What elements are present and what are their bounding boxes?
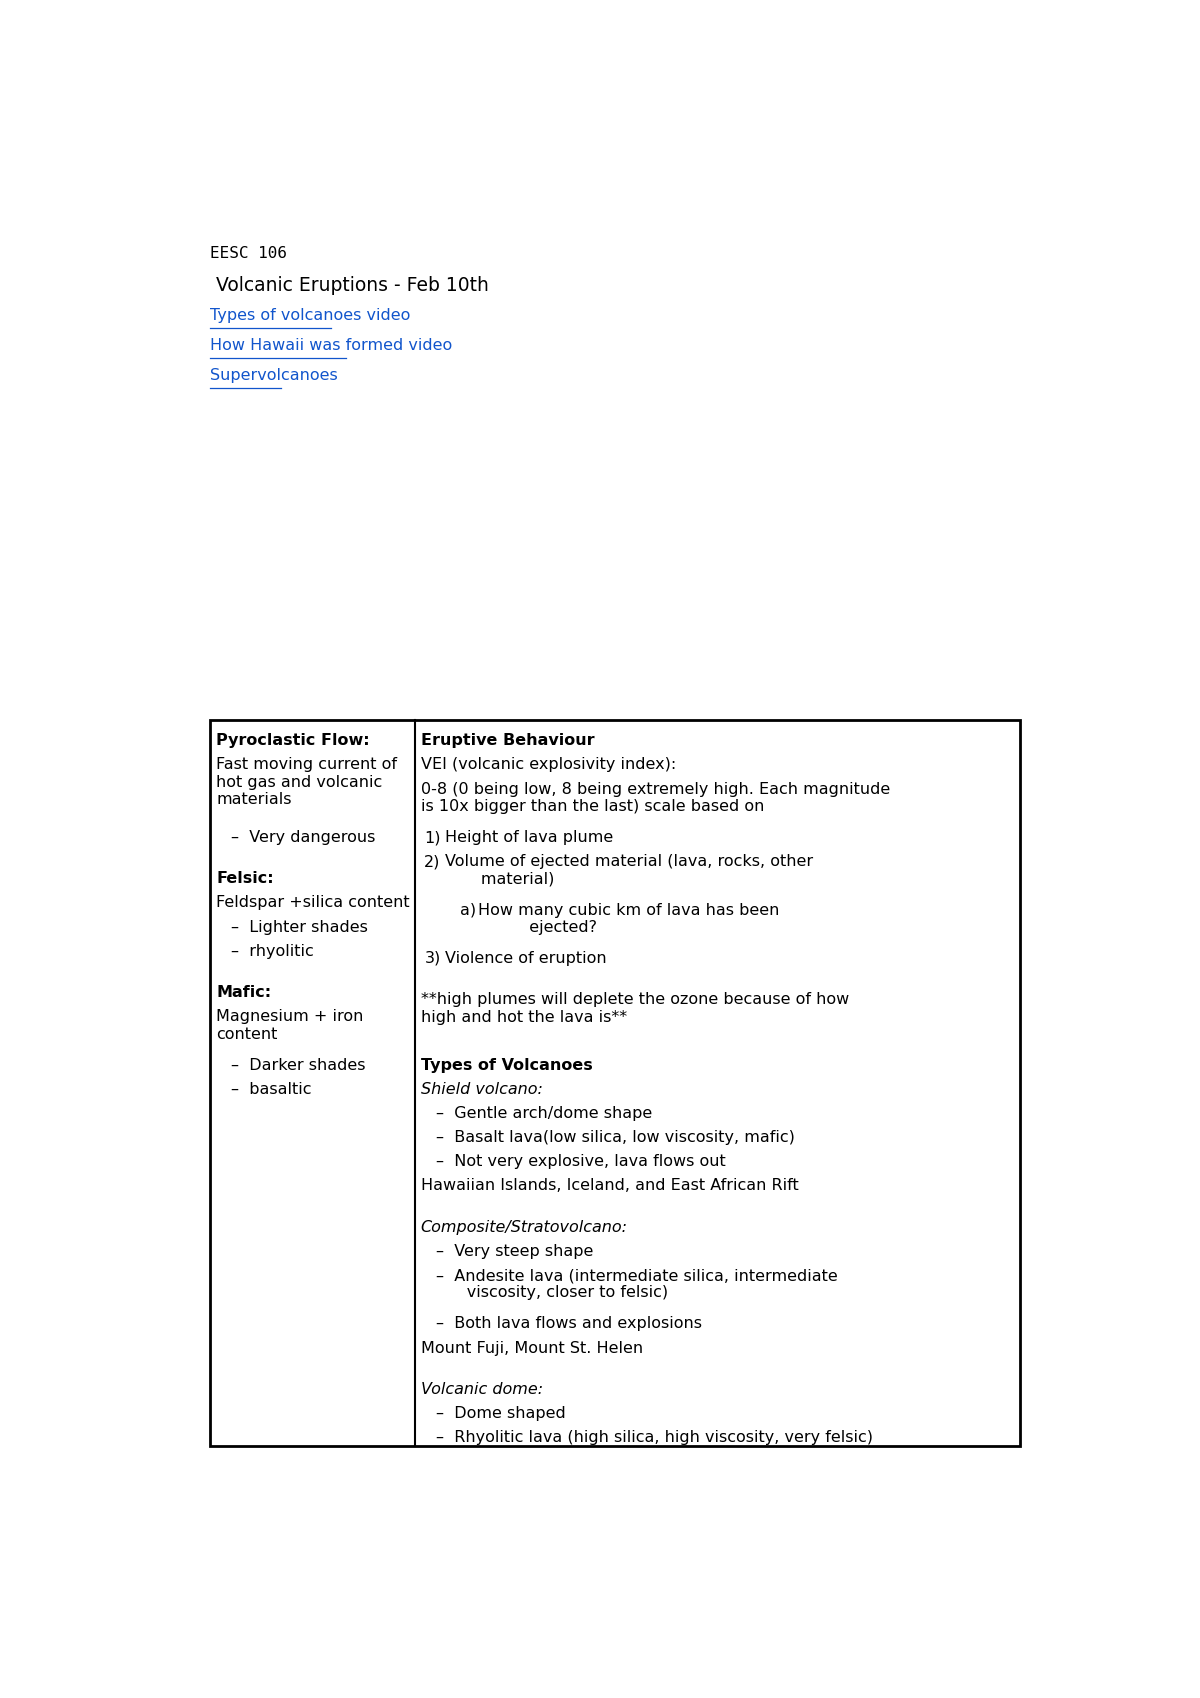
Text: Volcanic Eruptions - Feb 10th: Volcanic Eruptions - Feb 10th: [210, 275, 490, 295]
Text: –  Rhyolitic lava (high silica, high viscosity, very felsic): – Rhyolitic lava (high silica, high visc…: [436, 1430, 872, 1445]
Text: Volcanic dome:: Volcanic dome:: [421, 1382, 542, 1397]
Text: –  Both lava flows and explosions: – Both lava flows and explosions: [436, 1316, 702, 1331]
Text: 3): 3): [425, 951, 440, 966]
Text: 2): 2): [425, 854, 440, 869]
Text: Types of volcanoes video: Types of volcanoes video: [210, 309, 410, 323]
Text: –  Very steep shape: – Very steep shape: [436, 1245, 593, 1258]
Text: –  Dome shaped: – Dome shaped: [436, 1406, 565, 1421]
Text: How Hawaii was formed video: How Hawaii was formed video: [210, 338, 452, 353]
Text: Magnesium + iron
content: Magnesium + iron content: [216, 1009, 364, 1041]
Text: –  rhyolitic: – rhyolitic: [230, 944, 313, 959]
Text: –  Andesite lava (intermediate silica, intermediate
      viscosity, closer to f: – Andesite lava (intermediate silica, in…: [436, 1268, 838, 1301]
Text: –  Not very explosive, lava flows out: – Not very explosive, lava flows out: [436, 1155, 725, 1170]
Text: Shield volcano:: Shield volcano:: [421, 1082, 542, 1097]
Text: –  basaltic: – basaltic: [230, 1082, 312, 1097]
Text: How many cubic km of lava has been
          ejected?: How many cubic km of lava has been eject…: [479, 903, 780, 936]
Text: –  Gentle arch/dome shape: – Gentle arch/dome shape: [436, 1105, 652, 1121]
Text: Violence of eruption: Violence of eruption: [445, 951, 606, 966]
Text: Hawaiian Islands, Iceland, and East African Rift: Hawaiian Islands, Iceland, and East Afri…: [421, 1178, 798, 1194]
Text: –  Very dangerous: – Very dangerous: [230, 830, 376, 846]
Text: Felsic:: Felsic:: [216, 871, 274, 886]
Text: Mount Fuji, Mount St. Helen: Mount Fuji, Mount St. Helen: [421, 1341, 643, 1355]
Text: Pyroclastic Flow:: Pyroclastic Flow:: [216, 734, 370, 749]
Text: Composite/Stratovolcano:: Composite/Stratovolcano:: [421, 1219, 628, 1234]
Bar: [210, 720, 1020, 1447]
Text: –  Basalt lava(low silica, low viscosity, mafic): – Basalt lava(low silica, low viscosity,…: [436, 1131, 794, 1144]
Text: Height of lava plume: Height of lava plume: [445, 830, 613, 846]
Text: 1): 1): [425, 830, 440, 846]
Text: Volume of ejected material (lava, rocks, other
       material): Volume of ejected material (lava, rocks,…: [445, 854, 812, 886]
Text: EESC 106: EESC 106: [210, 246, 288, 260]
Text: Types of Volcanoes: Types of Volcanoes: [421, 1058, 593, 1073]
Text: Supervolcanoes: Supervolcanoes: [210, 368, 338, 384]
Text: Fast moving current of
hot gas and volcanic
materials: Fast moving current of hot gas and volca…: [216, 757, 397, 807]
Text: Eruptive Behaviour: Eruptive Behaviour: [421, 734, 594, 749]
Text: a): a): [460, 903, 476, 917]
Text: –  Darker shades: – Darker shades: [230, 1058, 366, 1073]
Text: **high plumes will deplete the ozone because of how
high and hot the lava is**: **high plumes will deplete the ozone bec…: [421, 992, 848, 1024]
Text: Feldspar +silica content: Feldspar +silica content: [216, 895, 409, 910]
Text: 0-8 (0 being low, 8 being extremely high. Each magnitude
is 10x bigger than the : 0-8 (0 being low, 8 being extremely high…: [421, 781, 890, 813]
Text: VEI (volcanic explosivity index):: VEI (volcanic explosivity index):: [421, 757, 676, 773]
Text: Mafic:: Mafic:: [216, 985, 271, 1000]
Text: –  Lighter shades: – Lighter shades: [230, 920, 367, 934]
